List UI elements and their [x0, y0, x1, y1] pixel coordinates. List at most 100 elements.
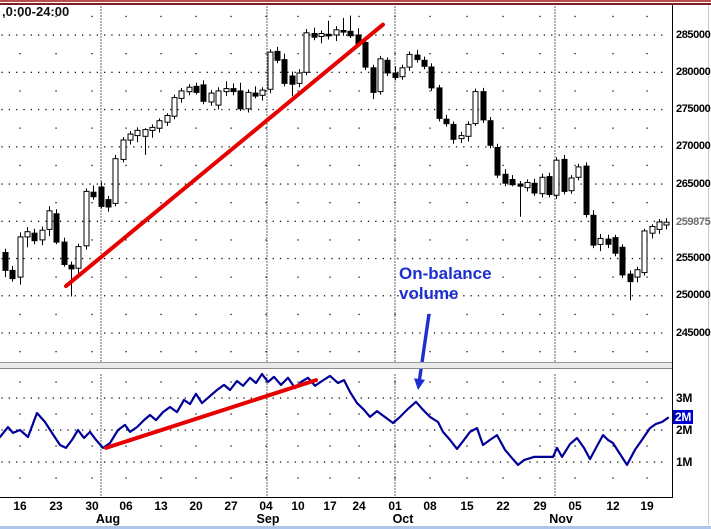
candle-body — [377, 58, 384, 93]
price-axis-label: 280000 — [676, 65, 711, 78]
candle-body — [2, 252, 9, 271]
price-axis-label: 285000 — [676, 28, 711, 41]
candle-body — [641, 230, 648, 274]
candle-body — [428, 66, 435, 89]
candle-body — [553, 159, 560, 196]
candle-body — [83, 190, 90, 247]
candle-body — [98, 186, 105, 207]
candle-body — [223, 88, 230, 93]
candle-body — [237, 90, 244, 110]
x-axis-tick-label: 08 — [423, 499, 437, 513]
x-axis-tick-label: 13 — [154, 499, 168, 513]
candle-body — [524, 182, 531, 189]
x-axis-tick-label: 01 — [388, 499, 402, 513]
volume-axis-label: 3M — [676, 391, 693, 405]
candle-body — [663, 221, 670, 226]
candle-body — [24, 231, 31, 238]
candle-body — [186, 86, 193, 93]
x-axis-tick-label: 23 — [49, 499, 63, 513]
value-axis-border — [672, 3, 673, 498]
obv-line[interactable] — [0, 372, 670, 466]
x-axis-tick-label: 29 — [533, 499, 547, 513]
price-axis-label: 265000 — [676, 177, 711, 190]
candle-body — [39, 229, 46, 241]
x-axis-tick-label: 15 — [460, 499, 474, 513]
price-axis-label: 270000 — [676, 140, 711, 153]
candle-body — [392, 72, 399, 78]
candle-body — [612, 237, 619, 254]
candle-body — [156, 120, 163, 129]
candle-body — [289, 75, 296, 85]
candle-body — [9, 269, 16, 280]
x-axis-month-label: Aug — [95, 512, 121, 526]
price-axis-label: 255000 — [676, 252, 711, 264]
price-trendline[interactable] — [64, 22, 385, 289]
candle-body — [414, 54, 421, 61]
candle-body — [68, 264, 75, 270]
candle-body — [575, 166, 582, 178]
candle-body — [517, 183, 524, 187]
candle-body — [568, 177, 575, 192]
candle-body — [90, 191, 97, 198]
volume-axis-label: 1M — [676, 455, 693, 469]
x-axis-tick-label: 06 — [119, 499, 133, 513]
candle-body — [597, 237, 604, 245]
candle-body — [362, 42, 369, 68]
volume-axis-label: 2M — [676, 423, 693, 437]
candle-body — [193, 85, 200, 93]
candle-body — [127, 133, 134, 141]
x-axis-tick-label: 22 — [496, 499, 510, 513]
candle-body — [443, 118, 450, 125]
top-border-outer — [0, 0, 711, 2]
candle-body — [112, 158, 119, 204]
candle-body — [46, 210, 53, 230]
candle-body — [325, 33, 332, 37]
candle-body — [465, 123, 472, 137]
candle-body — [347, 30, 354, 37]
candle-body — [31, 232, 38, 242]
candle-body — [634, 269, 641, 278]
candle-body — [539, 176, 546, 195]
top-border-inner — [0, 3, 711, 5]
candle-body — [215, 90, 222, 106]
annotation-arrow[interactable] — [414, 313, 431, 390]
last-price-label: 259875 — [676, 215, 711, 228]
time-axis-border — [0, 497, 673, 498]
candle-body — [208, 92, 215, 103]
candle-body — [164, 115, 171, 123]
x-axis-tick-label: 24 — [352, 499, 366, 513]
window-right-edge — [708, 3, 709, 525]
candle-body — [399, 67, 406, 78]
obv-text-annotation[interactable]: On-balance volume — [399, 264, 492, 304]
candle-body — [649, 226, 656, 234]
x-axis-tick-label: 20 — [189, 499, 203, 513]
x-axis-tick-label: 04 — [259, 499, 273, 513]
candle-body — [406, 53, 413, 68]
bottom-window-edge — [0, 526, 711, 529]
candle-body — [370, 67, 377, 93]
candle-body — [436, 87, 443, 119]
candle-body — [296, 72, 303, 84]
panel-splitter[interactable] — [0, 362, 672, 369]
x-axis-tick-label: 10 — [291, 499, 305, 513]
candle-body — [480, 91, 487, 121]
x-axis-tick-label: 19 — [640, 499, 654, 513]
candle-body — [303, 32, 310, 73]
candle-body — [311, 33, 318, 38]
x-axis-tick-label: 12 — [606, 499, 620, 513]
candle-body — [487, 120, 494, 146]
candle-body — [252, 92, 259, 97]
obv-trendline[interactable] — [104, 378, 318, 450]
candle-body — [421, 59, 428, 67]
candlestick-series[interactable] — [2, 15, 670, 301]
candle-body — [472, 91, 479, 125]
obv-annotation-line2: volume — [399, 284, 459, 303]
x-axis-tick-label: 30 — [85, 499, 99, 513]
candle-body — [546, 176, 553, 196]
candle-body — [619, 246, 626, 276]
candle-body — [318, 33, 325, 37]
candle-body — [450, 123, 457, 140]
candle-body — [494, 147, 501, 176]
